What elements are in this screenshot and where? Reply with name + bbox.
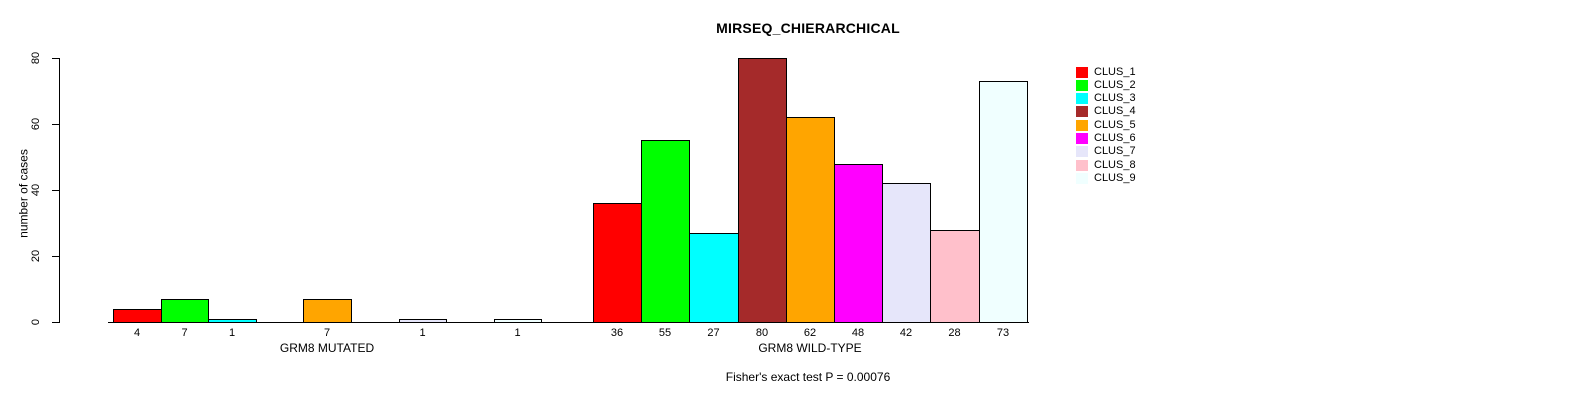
bar: [303, 299, 352, 323]
legend-label: CLUS_6: [1094, 132, 1136, 144]
y-axis-tick-label: 0: [30, 318, 42, 326]
bar-value-label: 73: [996, 327, 1010, 339]
legend-row: CLUS_1: [1076, 66, 1136, 78]
legend-label: CLUS_1: [1094, 65, 1136, 78]
legend-label: CLUS_2: [1094, 78, 1136, 91]
chart-title: MIRSEQ_CHIERARCHICAL: [716, 20, 900, 36]
bar: [161, 299, 209, 323]
bar-value-label: 1: [228, 327, 236, 339]
legend-row: CLUS_8: [1076, 159, 1136, 171]
bar-value-label: 55: [658, 327, 672, 339]
legend-row: CLUS_3: [1076, 93, 1136, 105]
x-axis-baseline: [108, 322, 1029, 323]
bar-value-label: 28: [948, 327, 961, 339]
bar: [979, 81, 1028, 323]
y-axis-tick: [52, 256, 60, 257]
bar-value-label: 42: [899, 327, 913, 339]
bar: [689, 233, 739, 323]
legend-swatch: [1076, 79, 1088, 91]
bar-value-label: 1: [514, 327, 521, 339]
y-axis-tick: [52, 58, 60, 59]
bar: [786, 117, 835, 323]
bar: [113, 309, 162, 323]
bar-value-label: 7: [181, 327, 188, 339]
legend-swatch: [1076, 66, 1088, 78]
legend-swatch: [1076, 119, 1088, 131]
legend-row: CLUS_6: [1076, 133, 1136, 145]
bar-value-label: 62: [803, 327, 817, 339]
legend-swatch: [1076, 93, 1088, 105]
legend-swatch: [1076, 172, 1088, 184]
y-axis-tick: [52, 190, 60, 191]
bar: [641, 140, 690, 323]
legend-label: CLUS_8: [1094, 158, 1136, 171]
bar: [930, 230, 980, 323]
x-group-label-mutated: GRM8 MUTATED: [279, 341, 375, 355]
legend-row: CLUS_5: [1076, 119, 1136, 131]
legend-row: CLUS_7: [1076, 146, 1136, 158]
bar-value-label: 7: [323, 327, 331, 339]
legend-swatch: [1076, 106, 1088, 118]
y-axis-label: number of cases: [16, 149, 31, 238]
legend-swatch: [1076, 133, 1088, 144]
bar-value-label: 36: [610, 327, 624, 339]
bar-value-label: 80: [755, 327, 769, 339]
legend-label: CLUS_5: [1094, 118, 1136, 131]
legend-swatch: [1076, 146, 1088, 158]
fisher-test-subtitle: Fisher's exact test P = 0.00076: [725, 370, 891, 384]
y-axis-tick: [52, 124, 60, 125]
y-axis-tick-label: 40: [30, 183, 42, 197]
x-group-label-wildtype: GRM8 WILD-TYPE: [758, 341, 862, 355]
y-axis-tick-label: 80: [30, 51, 42, 65]
legend-label: CLUS_3: [1094, 92, 1136, 105]
bar: [738, 58, 787, 323]
legend-row: CLUS_2: [1076, 79, 1136, 91]
legend-label: CLUS_4: [1094, 105, 1136, 118]
bar-value-label: 1: [419, 327, 426, 339]
bar-value-label: 4: [133, 327, 141, 339]
y-axis-tick: [52, 322, 60, 323]
y-axis-tick-label: 60: [30, 117, 42, 131]
legend-label: CLUS_9: [1094, 171, 1136, 184]
legend-row: CLUS_9: [1076, 172, 1136, 184]
legend-swatch: [1076, 159, 1088, 171]
bar-value-label: 27: [707, 327, 720, 339]
bar-value-label: 48: [851, 327, 865, 339]
legend-row: CLUS_4: [1076, 106, 1136, 118]
y-axis-tick-label: 20: [30, 249, 42, 263]
bar: [834, 164, 883, 323]
bar: [882, 183, 931, 323]
legend-label: CLUS_7: [1094, 145, 1136, 158]
bar: [593, 203, 642, 323]
